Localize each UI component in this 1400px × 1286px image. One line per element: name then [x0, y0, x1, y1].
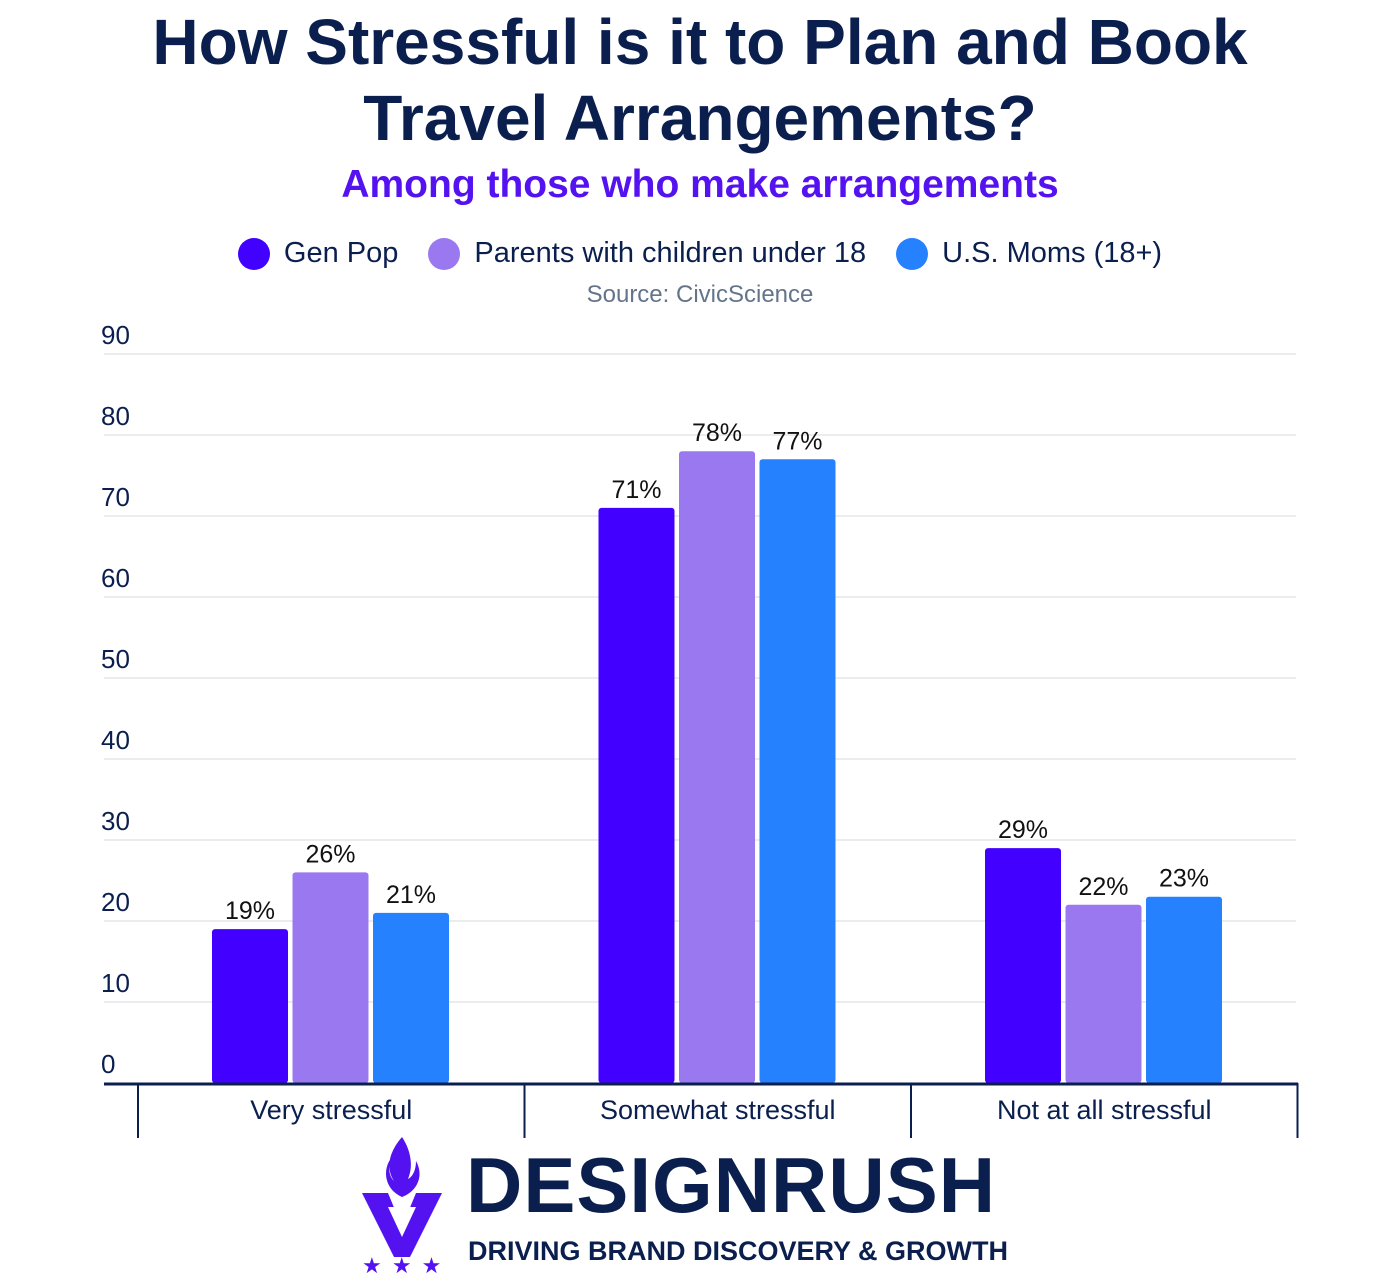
legend-swatch-gen-pop	[237, 237, 270, 270]
legend-swatch-parents	[428, 237, 461, 270]
y-tick-label: 50	[101, 644, 130, 674]
bar	[1065, 904, 1142, 1083]
brand-stars: ★ ★ ★	[362, 1253, 444, 1278]
chart-subtitle: Among those who make arrangements	[341, 163, 1059, 206]
data-label: 21%	[386, 881, 436, 909]
y-tick-label: 80	[101, 401, 130, 431]
x-tick-label: Somewhat stressful	[600, 1095, 836, 1125]
x-tick-label: Very stressful	[250, 1095, 412, 1125]
bar	[1146, 896, 1222, 1083]
data-label: 77%	[772, 427, 822, 455]
data-label: 78%	[692, 419, 742, 447]
data-label: 71%	[611, 476, 661, 504]
brand-name: DESIGNRUSH	[466, 1141, 997, 1229]
y-tick-label: 0	[101, 1049, 115, 1079]
legend-swatch-moms	[896, 237, 929, 270]
legend-item-moms: U.S. Moms (18+)	[896, 237, 1162, 270]
y-tick-label: 30	[101, 806, 130, 836]
y-tick-label: 60	[101, 563, 130, 593]
data-label: 22%	[1078, 873, 1128, 901]
legend-item-parents: Parents with children under 18	[428, 237, 866, 270]
bar	[679, 451, 755, 1083]
chart-title-line-1: How Stressful is it to Plan and Book	[152, 6, 1248, 78]
y-tick-label: 40	[101, 725, 130, 755]
x-tick-label: Not at all stressful	[997, 1095, 1212, 1125]
y-tick-label: 20	[101, 887, 130, 917]
y-tick-label: 90	[101, 320, 130, 350]
data-label: 19%	[225, 897, 275, 925]
data-label: 29%	[998, 816, 1048, 844]
data-label: 26%	[305, 840, 355, 868]
brand-footer: ★ ★ ★ DESIGNRUSH DRIVING BRAND DISCOVERY…	[358, 1135, 1058, 1280]
bar-chart: 0 10 20 30 40 50 60 70 80 90 19% 26% 21% 71% 78% 77% 29%…	[101, 320, 1299, 1138]
torch-shield-icon	[362, 1137, 442, 1257]
bar	[985, 848, 1061, 1083]
legend-item-gen-pop: Gen Pop	[237, 237, 399, 270]
bar	[292, 872, 369, 1083]
bar	[598, 507, 675, 1083]
legend-label-parents: Parents with children under 18	[474, 237, 867, 269]
y-tick-label: 70	[101, 482, 130, 512]
bar	[759, 459, 836, 1083]
chart-title-line-2: Travel Arrangements?	[363, 82, 1037, 154]
bar	[212, 929, 288, 1083]
chart-legend: Gen Pop Parents with children under 18 U…	[0, 237, 1400, 270]
bar	[373, 912, 449, 1083]
data-label: 23%	[1159, 865, 1209, 893]
y-tick-label: 10	[101, 968, 130, 998]
brand-tagline: DRIVING BRAND DISCOVERY & GROWTH	[468, 1236, 1009, 1266]
legend-label-moms: U.S. Moms (18+)	[942, 237, 1163, 269]
legend-label-gen-pop: Gen Pop	[283, 237, 399, 269]
source-note: Source: CivicScience	[586, 281, 814, 308]
chart-title: How Stressful is it to Plan and Book Tra…	[0, 4, 1400, 156]
